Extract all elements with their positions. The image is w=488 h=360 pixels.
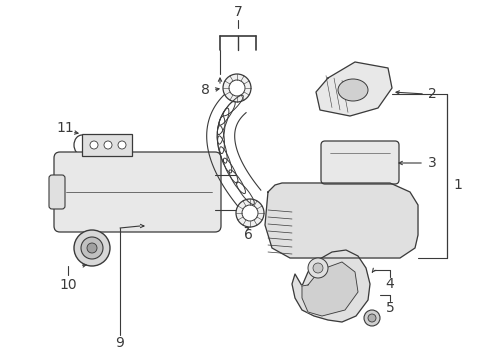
Circle shape [90, 141, 98, 149]
Text: 9: 9 [115, 336, 124, 350]
Text: 6: 6 [243, 228, 252, 242]
Circle shape [367, 314, 375, 322]
Polygon shape [302, 262, 357, 316]
Circle shape [223, 74, 250, 102]
Text: 1: 1 [453, 178, 462, 192]
Circle shape [104, 141, 112, 149]
Circle shape [363, 310, 379, 326]
Polygon shape [315, 62, 391, 116]
Text: 3: 3 [427, 156, 435, 170]
Circle shape [236, 199, 264, 227]
Circle shape [87, 243, 97, 253]
Text: 10: 10 [59, 278, 77, 292]
Circle shape [242, 205, 258, 221]
Circle shape [81, 237, 103, 259]
FancyBboxPatch shape [49, 175, 65, 209]
FancyBboxPatch shape [54, 152, 221, 232]
Text: 5: 5 [385, 301, 393, 315]
Text: 4: 4 [385, 277, 393, 291]
Text: 2: 2 [427, 87, 435, 101]
Ellipse shape [337, 79, 367, 101]
Text: 7: 7 [233, 5, 242, 19]
Circle shape [74, 230, 110, 266]
Text: 8: 8 [200, 83, 209, 97]
Circle shape [228, 80, 244, 96]
Circle shape [118, 141, 126, 149]
FancyBboxPatch shape [320, 141, 398, 184]
Polygon shape [291, 250, 369, 322]
Text: 11: 11 [56, 121, 74, 135]
Circle shape [307, 258, 327, 278]
Polygon shape [264, 183, 417, 258]
Bar [82, 134, 132, 156]
Circle shape [312, 263, 323, 273]
